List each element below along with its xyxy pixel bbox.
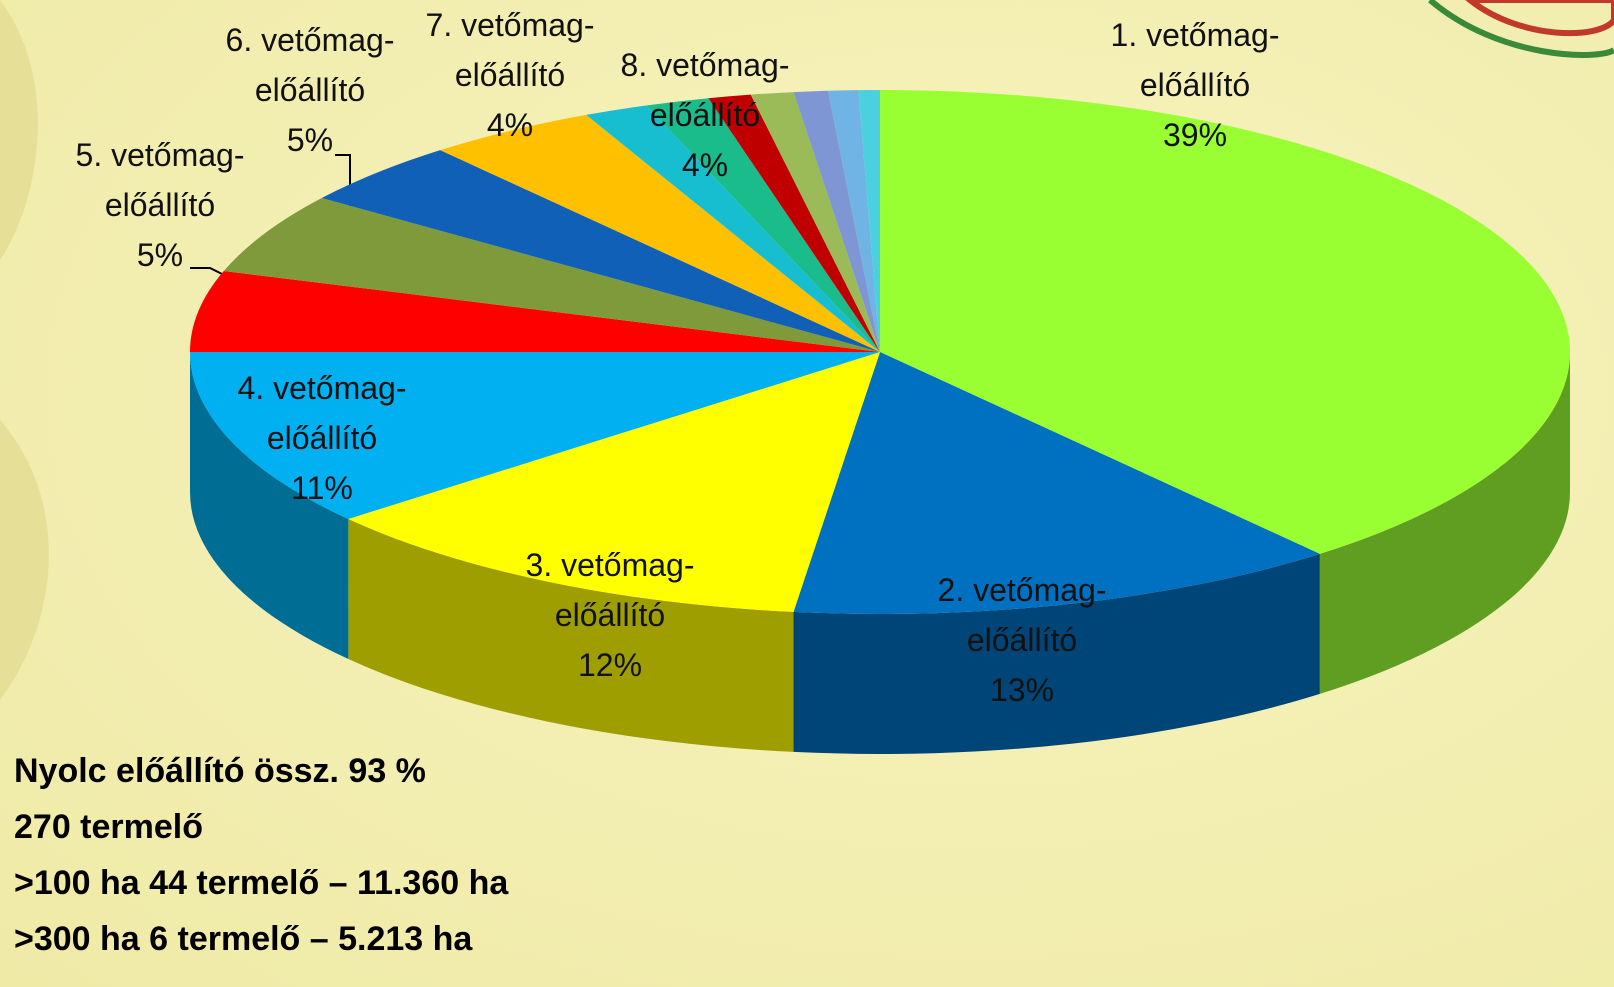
decor <box>1470 0 1614 33</box>
value-label: 11% <box>207 463 437 513</box>
annotation: >100 ha 44 termelő – 11.360 ha <box>14 864 508 903</box>
slide: 1. vetőmag-előállító39% 2. vetőmag-előáll… <box>0 0 1614 987</box>
value-label: 13% <box>907 665 1137 715</box>
decor <box>0 420 49 700</box>
category-label: 8. vetőmag-előállító <box>590 40 820 140</box>
category-label: 4. vetőmag-előállító <box>207 363 437 463</box>
value-label: 4% <box>590 140 820 190</box>
pie-top <box>190 90 1570 614</box>
value-label: 5% <box>45 230 275 280</box>
category-label: 6. vetőmag-előállító <box>195 15 425 115</box>
annotation: Nyolc előállító össz. 93 % <box>14 752 426 791</box>
value-label: 39% <box>1080 110 1310 160</box>
annotation: 270 termelő <box>14 808 203 847</box>
category-label: 1. vetőmag-előállító <box>1080 10 1310 110</box>
value-label: 12% <box>495 640 725 690</box>
category-label: 3. vetőmag-előállító <box>495 540 725 640</box>
annotation: >300 ha 6 termelő – 5.213 ha <box>14 920 472 959</box>
decor <box>0 0 38 260</box>
value-label: 5% <box>195 115 425 165</box>
category-label: 2. vetőmag-előállító <box>907 565 1137 665</box>
